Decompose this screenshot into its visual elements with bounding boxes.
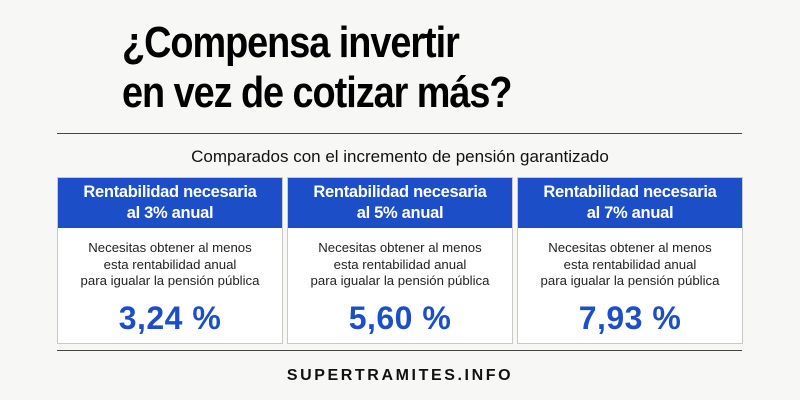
- top-divider: [57, 133, 742, 134]
- card-desc-line-3: para igualar la pensión pública: [540, 273, 720, 288]
- card-description: Necesitas obtener al menos esta rentabil…: [518, 240, 742, 290]
- title-line-2: en vez de cotizar más?: [122, 68, 513, 117]
- card-header: Rentabilidad necesaria al 5% anual: [288, 178, 512, 228]
- card-header-line-1: Rentabilidad necesaria: [313, 183, 487, 201]
- title-line-1: ¿Compensa invertir: [122, 18, 460, 67]
- card-7-percent: Rentabilidad necesaria al 7% anual Neces…: [517, 177, 743, 344]
- card-header-line-1: Rentabilidad necesaria: [543, 183, 717, 201]
- bottom-divider: [57, 350, 742, 351]
- card-header-line-2: al 5% anual: [356, 204, 444, 222]
- card-header-line-2: al 3% anual: [126, 204, 214, 222]
- card-5-percent: Rentabilidad necesaria al 5% anual Neces…: [287, 177, 513, 344]
- card-header-line-1: Rentabilidad necesaria: [83, 183, 257, 201]
- card-desc-line-2: esta rentabilidad anual: [103, 256, 237, 272]
- card-value: 3,24 %: [118, 299, 222, 336]
- card-desc-line-1: Necesitas obtener al menos: [318, 240, 482, 255]
- card-header: Rentabilidad necesaria al 3% anual: [58, 178, 282, 228]
- page-title: ¿Compensa invertir en vez de cotizar más…: [122, 18, 638, 118]
- card-value: 5,60 %: [348, 299, 452, 336]
- card-desc-line-3: para igualar la pensión pública: [80, 273, 260, 288]
- footer-brand: SUPERTRAMITES.INFO: [286, 367, 514, 384]
- card-desc-line-3: para igualar la pensión pública: [310, 273, 490, 288]
- card-value: 7,93 %: [578, 299, 682, 336]
- card-desc-line-1: Necesitas obtener al menos: [548, 240, 712, 255]
- card-header-line-2: al 7% anual: [586, 204, 674, 222]
- subtitle: Comparados con el incremento de pensión …: [191, 147, 609, 166]
- card-desc-line-2: esta rentabilidad anual: [333, 256, 467, 272]
- card-3-percent: Rentabilidad necesaria al 3% anual Neces…: [57, 177, 283, 344]
- card-desc-line-2: esta rentabilidad anual: [563, 256, 697, 272]
- card-header: Rentabilidad necesaria al 7% anual: [518, 178, 742, 228]
- card-desc-line-1: Necesitas obtener al menos: [88, 240, 252, 255]
- card-description: Necesitas obtener al menos esta rentabil…: [288, 240, 512, 290]
- card-description: Necesitas obtener al menos esta rentabil…: [58, 240, 282, 290]
